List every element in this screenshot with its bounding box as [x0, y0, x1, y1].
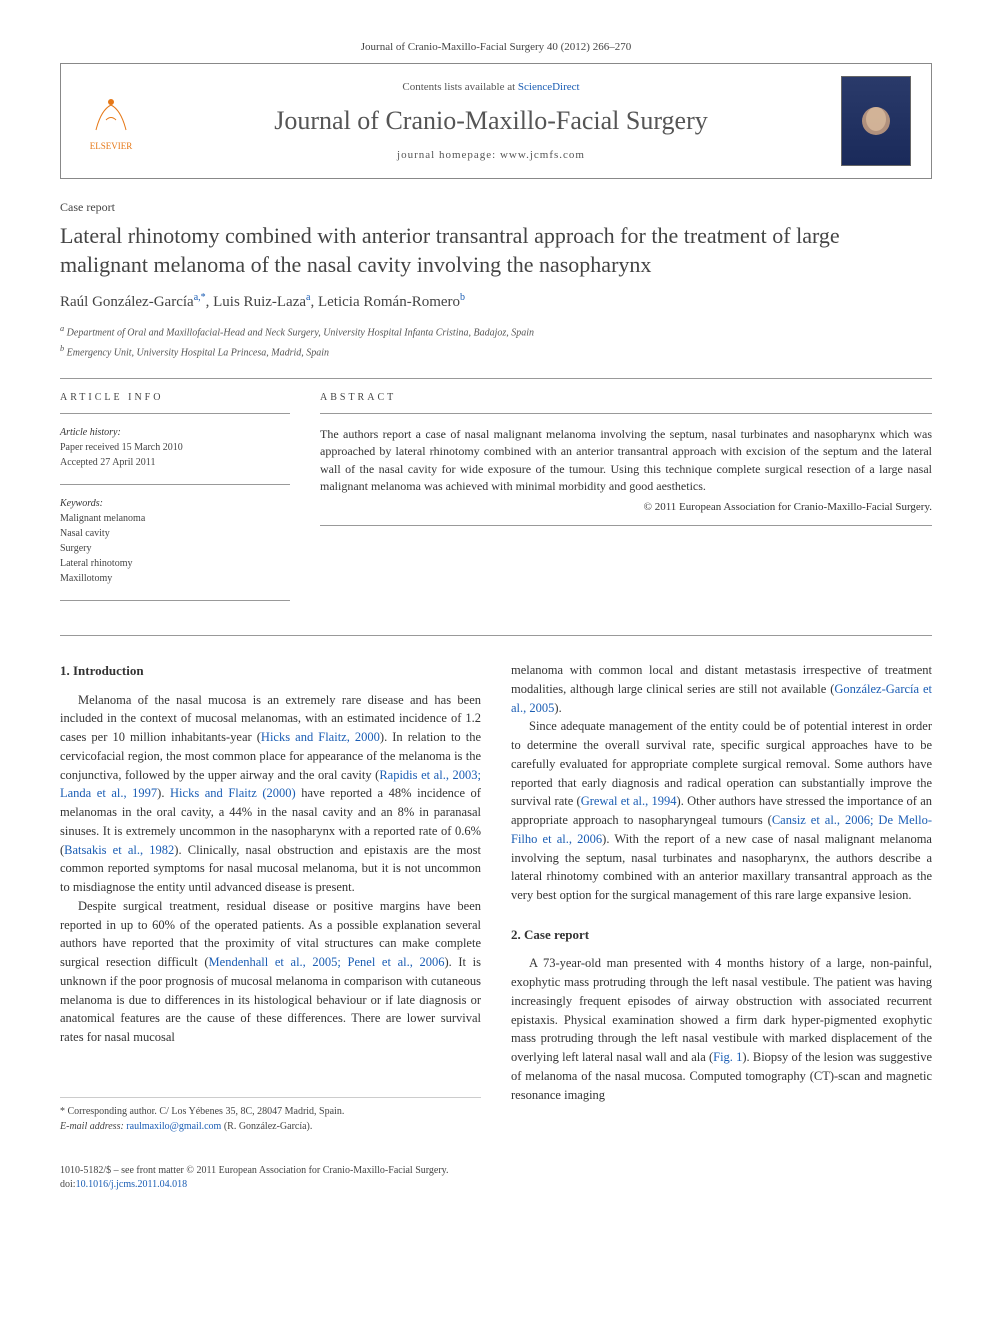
header-citation: Journal of Cranio-Maxillo-Facial Surgery… — [60, 40, 932, 55]
sciencedirect-link[interactable]: ScienceDirect — [518, 81, 580, 93]
info-rule — [60, 484, 290, 485]
intro-paragraph-continued: melanoma with common local and distant m… — [511, 661, 932, 717]
header-center: Contents lists available at ScienceDirec… — [161, 80, 821, 163]
info-abstract-row: ARTICLE INFO Article history: Paper rece… — [60, 391, 932, 613]
contents-available-line: Contents lists available at ScienceDirec… — [161, 80, 821, 95]
received-date: Paper received 15 March 2010 — [60, 441, 290, 455]
doi-line: doi:10.1016/j.jcms.2011.04.018 — [60, 1178, 932, 1192]
case-paragraph-1: A 73-year-old man presented with 4 month… — [511, 954, 932, 1104]
abstract-text: The authors report a case of nasal malig… — [320, 426, 932, 496]
corresponding-email[interactable]: raulmaxilo@gmail.com — [126, 1121, 221, 1132]
body-column-left: 1. Introduction Melanoma of the nasal mu… — [60, 661, 481, 1134]
copyright-line: © 2011 European Association for Cranio-M… — [320, 500, 932, 515]
article-info-column: ARTICLE INFO Article history: Paper rece… — [60, 391, 290, 613]
accepted-date: Accepted 27 April 2011 — [60, 456, 290, 470]
journal-cover-thumbnail — [841, 76, 911, 166]
reference-link[interactable]: Hicks and Flaitz, 2000 — [261, 730, 380, 744]
journal-name: Journal of Cranio-Maxillo-Facial Surgery — [161, 103, 821, 139]
doi-link[interactable]: 10.1016/j.jcms.2011.04.018 — [76, 1179, 188, 1190]
authors-line: Raúl González-Garcíaa,*, Luis Ruiz-Lazaa… — [60, 291, 932, 313]
homepage-line: journal homepage: www.jcmfs.com — [161, 148, 821, 163]
abstract-heading: ABSTRACT — [320, 391, 932, 405]
body-column-right: melanoma with common local and distant m… — [511, 661, 932, 1134]
keywords-label: Keywords: — [60, 497, 290, 511]
author: Raúl González-Garcíaa,* — [60, 294, 206, 310]
reference-link[interactable]: Batsakis et al., 1982 — [64, 843, 174, 857]
intro-paragraph-3: Since adequate management of the entity … — [511, 717, 932, 905]
affiliation: b Emergency Unit, University Hospital La… — [60, 343, 932, 360]
corresponding-author-note: * Corresponding author. C/ Los Yébenes 3… — [60, 1097, 481, 1134]
keywords-block: Keywords: Malignant melanoma Nasal cavit… — [60, 497, 290, 586]
keyword: Nasal cavity — [60, 527, 290, 541]
homepage-url[interactable]: www.jcmfs.com — [500, 149, 585, 161]
intro-paragraph-1: Melanoma of the nasal mucosa is an extre… — [60, 691, 481, 897]
keyword: Surgery — [60, 542, 290, 556]
keyword: Maxillotomy — [60, 572, 290, 586]
article-title: Lateral rhinotomy combined with anterior… — [60, 222, 932, 279]
case-report-heading: 2. Case report — [511, 925, 932, 945]
reference-link[interactable]: Mendenhall et al., 2005; Penel et al., 2… — [209, 955, 445, 969]
info-rule — [60, 413, 290, 414]
affiliation: a Department of Oral and Maxillofacial-H… — [60, 323, 932, 340]
author: Leticia Román-Romerob — [318, 294, 465, 310]
body-columns: 1. Introduction Melanoma of the nasal mu… — [60, 661, 932, 1134]
intro-paragraph-2: Despite surgical treatment, residual dis… — [60, 897, 481, 1047]
affiliations: a Department of Oral and Maxillofacial-H… — [60, 323, 932, 360]
info-rule — [60, 600, 290, 601]
front-matter-line: 1010-5182/$ – see front matter © 2011 Eu… — [60, 1164, 932, 1178]
article-history-block: Article history: Paper received 15 March… — [60, 426, 290, 470]
section-rule — [60, 635, 932, 636]
introduction-heading: 1. Introduction — [60, 661, 481, 681]
history-label: Article history: — [60, 426, 290, 440]
abstract-column: ABSTRACT The authors report a case of na… — [320, 391, 932, 613]
abstract-rule — [320, 525, 932, 526]
journal-header-box: ELSEVIER Contents lists available at Sci… — [60, 63, 932, 179]
figure-link[interactable]: Fig. 1 — [713, 1050, 742, 1064]
reference-link[interactable]: Hicks and Flaitz (2000) — [170, 786, 296, 800]
article-info-heading: ARTICLE INFO — [60, 391, 290, 405]
keyword: Lateral rhinotomy — [60, 557, 290, 571]
keyword: Malignant melanoma — [60, 512, 290, 526]
reference-link[interactable]: Grewal et al., 1994 — [581, 794, 677, 808]
section-rule — [60, 378, 932, 379]
page-footer: 1010-5182/$ – see front matter © 2011 Eu… — [60, 1164, 932, 1192]
abstract-rule — [320, 413, 932, 414]
article-type: Case report — [60, 199, 932, 216]
elsevier-logo: ELSEVIER — [81, 86, 141, 156]
author: Luis Ruiz-Lazaa — [213, 294, 310, 310]
